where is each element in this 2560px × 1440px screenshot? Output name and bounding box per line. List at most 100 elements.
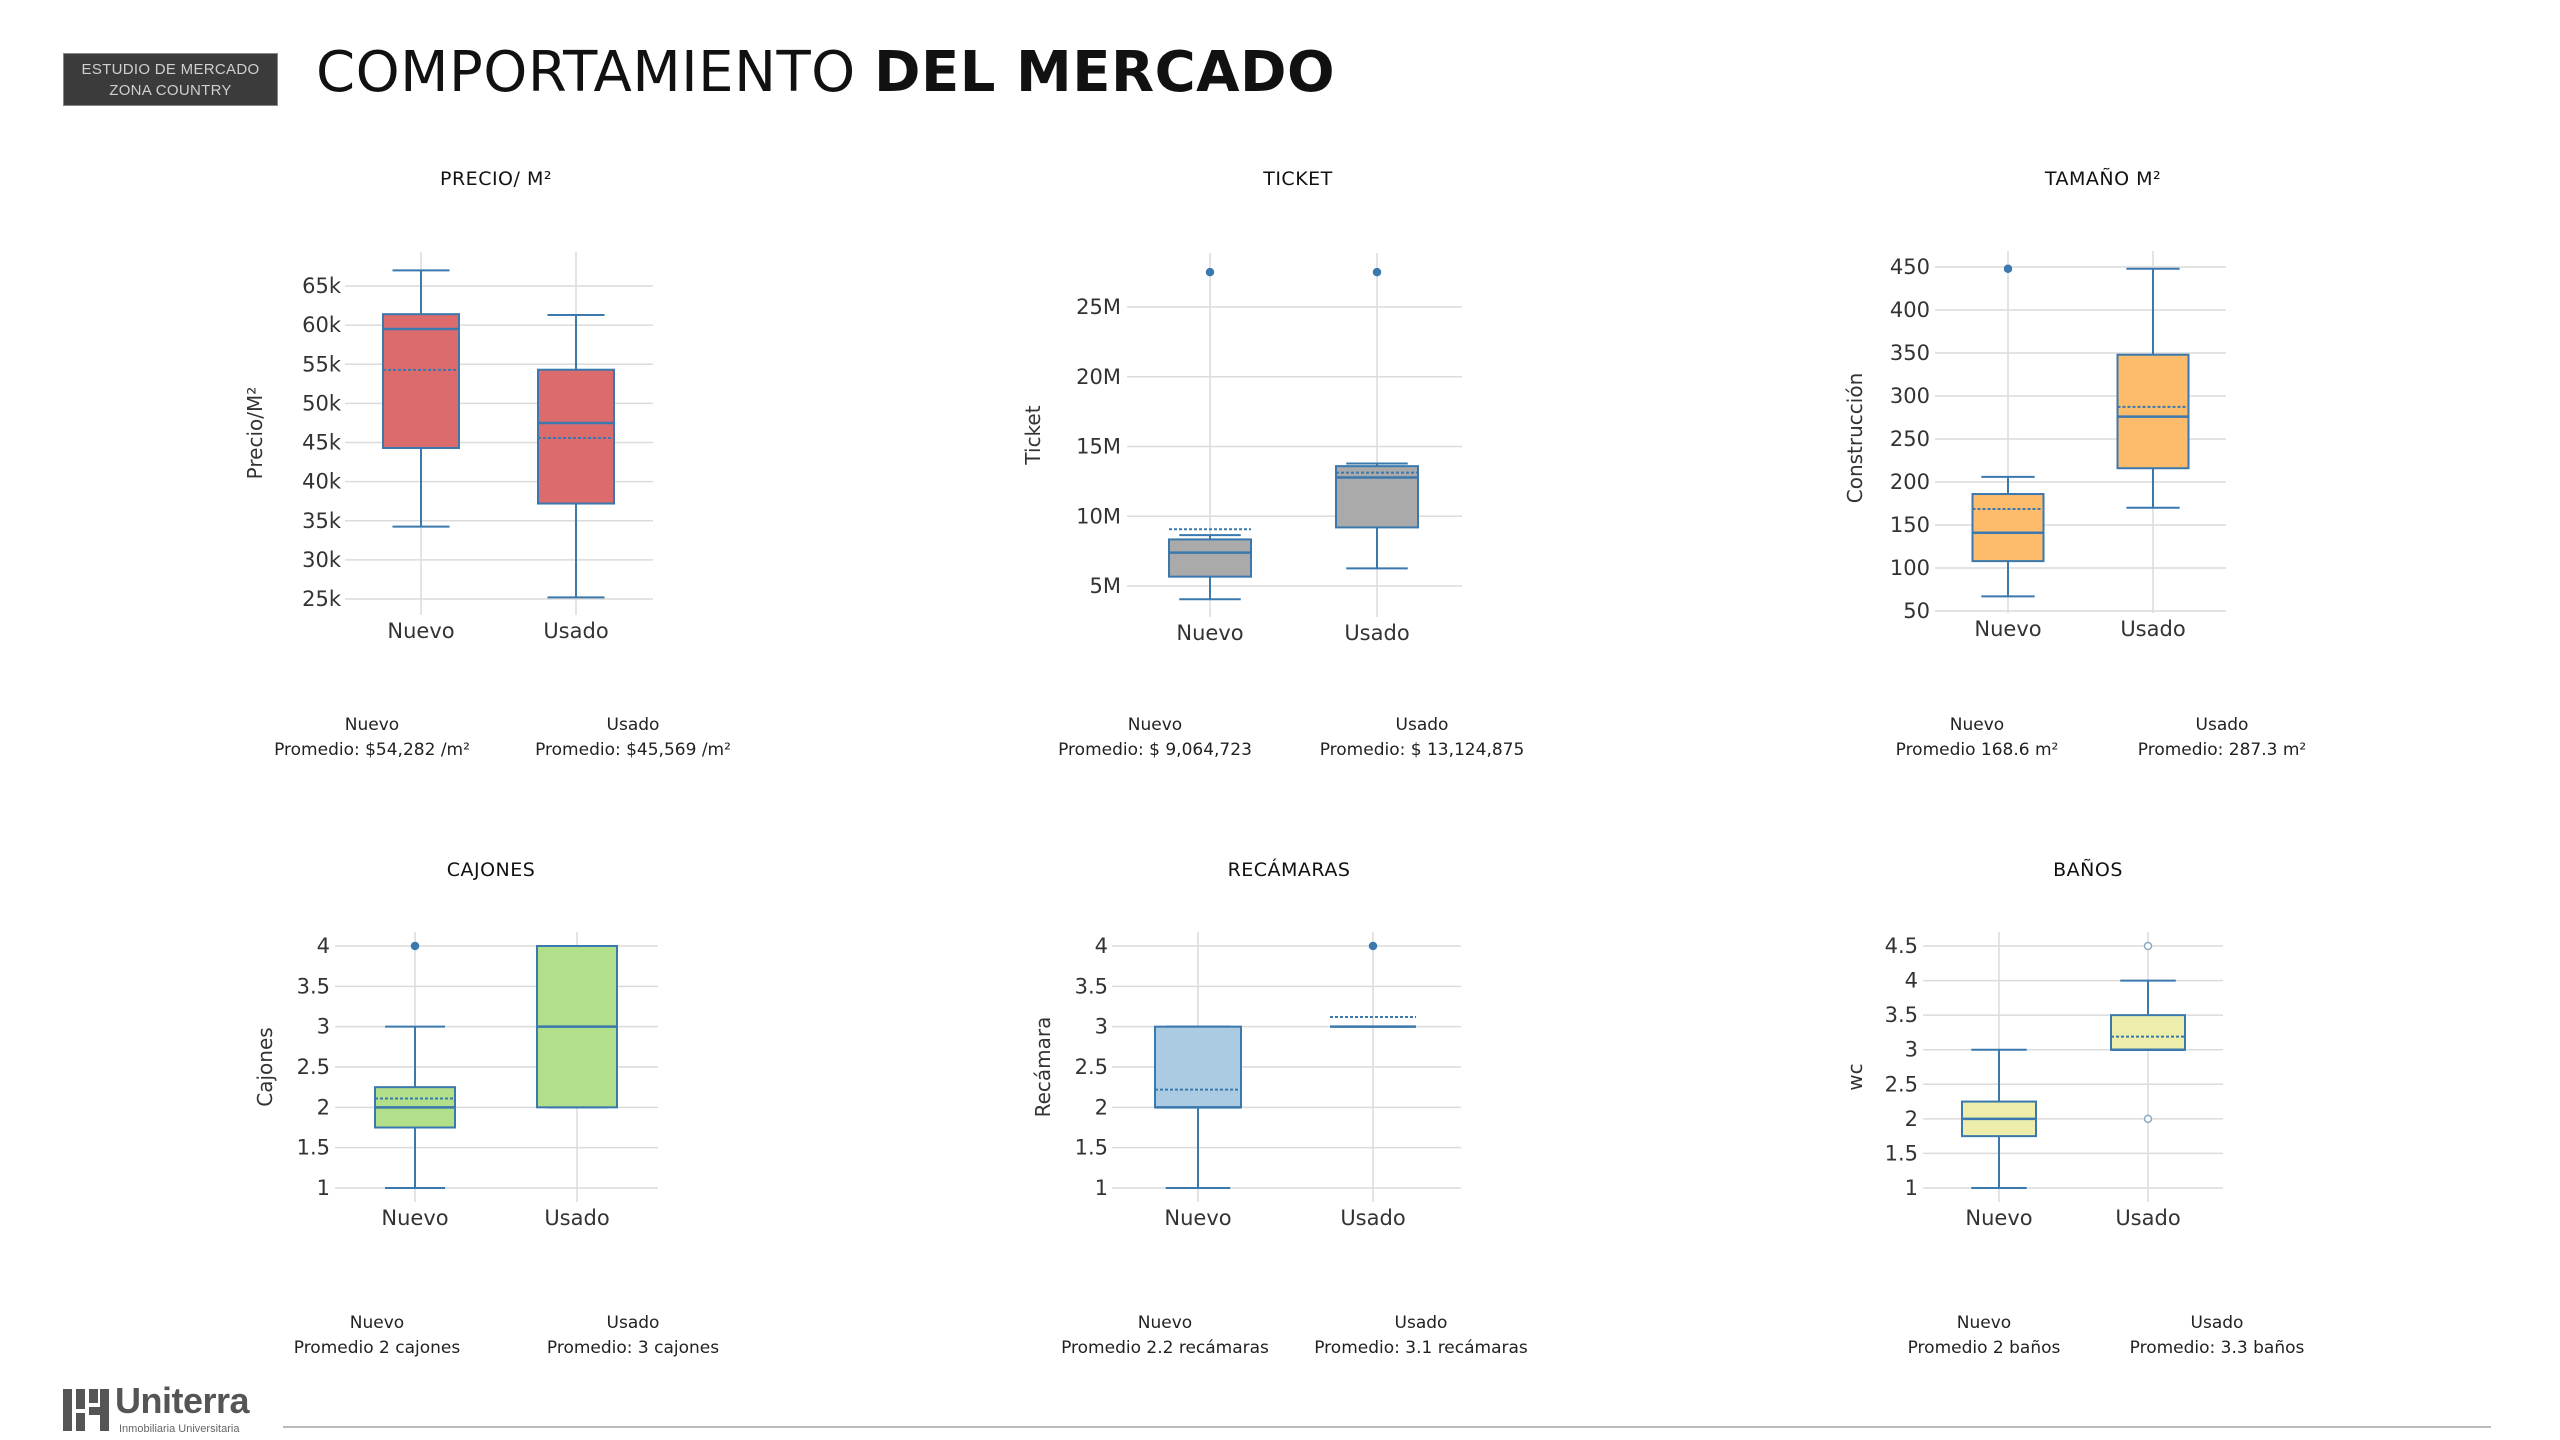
summary-recamaras-nuevo: Nuevo Promedio 2.2 recámaras: [1061, 1311, 1269, 1361]
y-tick-label: 3.5: [297, 974, 330, 998]
y-tick-label: 1.5: [297, 1136, 330, 1160]
box-nuevo: [1961, 1048, 2037, 1189]
summary-banos-nuevo: Nuevo Promedio 2 baños: [1908, 1311, 2061, 1361]
y-tick-label: 4.5: [1885, 934, 1918, 958]
chart-title-ticket: TICKET: [1263, 168, 1333, 190]
y-axis-label: Precio/M²: [243, 387, 267, 480]
summary-ticket-usado: Usado Promedio: $ 13,124,875: [1320, 713, 1525, 763]
y-tick-label: 60k: [302, 313, 342, 337]
x-category-label: Usado: [543, 619, 608, 643]
summary-tamano-usado: Usado Promedio: 287.3 m²: [2138, 713, 2306, 763]
y-tick-label: 2: [317, 1095, 330, 1119]
summary-label: Nuevo: [349, 1313, 405, 1333]
y-tick-label: 3: [317, 1015, 330, 1039]
y-tick-label: 45k: [302, 431, 342, 455]
y-tick-label: 40k: [302, 470, 342, 494]
x-category-label: Usado: [2120, 617, 2185, 641]
y-tick-label: 65k: [302, 274, 342, 298]
footer-divider: [283, 1426, 2491, 1428]
summary-label: Usado: [606, 715, 660, 735]
y-tick-label: 25M: [1076, 295, 1121, 319]
summary-label: Nuevo: [1956, 1313, 2012, 1333]
iqr-box: [537, 368, 615, 505]
y-tick-label: 300: [1890, 384, 1930, 408]
summary-cajones-nuevo: Nuevo Promedio 2 cajones: [294, 1311, 461, 1361]
summary-text: Promedio: 3 cajones: [546, 1338, 720, 1358]
summary-recamaras-usado: Usado Promedio: 3.1 recámaras: [1314, 1311, 1528, 1361]
summary-label: Nuevo: [344, 715, 400, 735]
x-category-label: Nuevo: [1974, 617, 2041, 641]
y-tick-label: 3: [1905, 1038, 1918, 1062]
summary-text: Promedio 2 cajones: [293, 1338, 461, 1358]
summary-label: Usado: [2190, 1313, 2244, 1333]
box-usado: [1335, 267, 1419, 570]
y-tick-label: 30k: [302, 548, 342, 572]
y-tick-label: 1.5: [1885, 1141, 1918, 1165]
y-tick-label: 250: [1890, 427, 1930, 451]
iqr-box: [2116, 353, 2190, 470]
chart-title-precio: PRECIO/ M²: [440, 168, 552, 190]
summary-text: Promedio 2 baños: [1907, 1338, 2061, 1358]
y-tick-label: 3.5: [1075, 974, 1108, 998]
y-tick-label: 50k: [302, 391, 342, 415]
study-tag: ESTUDIO DE MERCADO ZONA COUNTRY: [63, 53, 278, 106]
y-tick-label: 2: [1095, 1095, 1108, 1119]
summary-text: Promedio: 3.1 recámaras: [1314, 1338, 1528, 1358]
y-tick-label: 100: [1890, 556, 1930, 580]
box-chart-4: 1 1.5 2 2.5 3 3.5 4 Recámara Nuevo Usado: [1031, 932, 1461, 1230]
y-tick-label: 50: [1903, 599, 1930, 623]
chart-title-recamaras: RECÁMARAS: [1227, 859, 1351, 881]
x-category-label: Usado: [1340, 1206, 1405, 1230]
box-chart-3: 1 1.5 2 2.5 3 3.5 4 Cajones Nuevo Usado: [253, 932, 658, 1230]
x-category-label: Usado: [544, 1206, 609, 1230]
iqr-box: [1335, 465, 1419, 529]
x-category-label: Usado: [2115, 1206, 2180, 1230]
summary-text: Promedio: $54,282 /m²: [274, 740, 470, 760]
outlier-point: [2003, 264, 2013, 273]
summary-precio-nuevo: Nuevo Promedio: $54,282 /m²: [274, 713, 470, 763]
outlier-point: [2143, 1114, 2153, 1124]
summary-precio-usado: Usado Promedio: $45,569 /m²: [535, 713, 731, 763]
outlier-point: [410, 941, 420, 951]
y-tick-label: 1: [1095, 1176, 1108, 1200]
y-tick-label: 2.5: [1885, 1072, 1918, 1096]
y-tick-label: 4: [1095, 934, 1108, 958]
summary-text: Promedio: $ 13,124,875: [1319, 740, 1525, 760]
box-nuevo: [1168, 267, 1252, 601]
x-category-label: Nuevo: [387, 619, 454, 643]
iqr-box: [1154, 1025, 1242, 1109]
y-tick-label: 20M: [1076, 365, 1121, 389]
box-usado: [2110, 941, 2186, 1124]
summary-label: Nuevo: [1949, 715, 2005, 735]
y-axis-label: Cajones: [253, 1027, 277, 1106]
y-tick-label: 400: [1890, 298, 1930, 322]
summary-text: Promedio 2.2 recámaras: [1061, 1338, 1269, 1358]
outlier-point: [2143, 941, 2153, 951]
iqr-box: [382, 313, 460, 449]
summary-label: Usado: [1394, 1313, 1448, 1333]
iqr-box: [1971, 493, 2045, 563]
study-tag-line2: ZONA COUNTRY: [109, 82, 232, 99]
y-tick-label: 10M: [1076, 504, 1121, 528]
summary-ticket-nuevo: Nuevo Promedio: $ 9,064,723: [1058, 713, 1252, 763]
y-tick-label: 200: [1890, 470, 1930, 494]
uniterra-logo: Uniterra Inmobiliaria Universitaria: [63, 1383, 283, 1437]
box-nuevo: [374, 941, 456, 1189]
y-tick-label: 1: [317, 1176, 330, 1200]
summary-text: Promedio 168.6 m²: [1895, 740, 2059, 760]
y-tick-label: 55k: [302, 352, 342, 376]
y-tick-label: 3: [1095, 1015, 1108, 1039]
x-category-label: Nuevo: [1176, 621, 1243, 645]
outlier-point: [1368, 941, 1378, 951]
y-tick-label: 350: [1890, 341, 1930, 365]
logo-subtitle: Inmobiliaria Universitaria: [119, 1423, 240, 1435]
y-tick-label: 1: [1905, 1176, 1918, 1200]
y-tick-label: 1.5: [1075, 1136, 1108, 1160]
box-chart-1: 5M 10M 15M 20M 25M Ticket Nuevo Usado: [1021, 253, 1462, 645]
y-tick-label: 2.5: [297, 1055, 330, 1079]
box-nuevo: [1971, 264, 2045, 598]
iqr-box: [2110, 1014, 2186, 1051]
summary-label: Nuevo: [1137, 1313, 1193, 1333]
x-category-label: Nuevo: [1965, 1206, 2032, 1230]
x-category-label: Nuevo: [381, 1206, 448, 1230]
